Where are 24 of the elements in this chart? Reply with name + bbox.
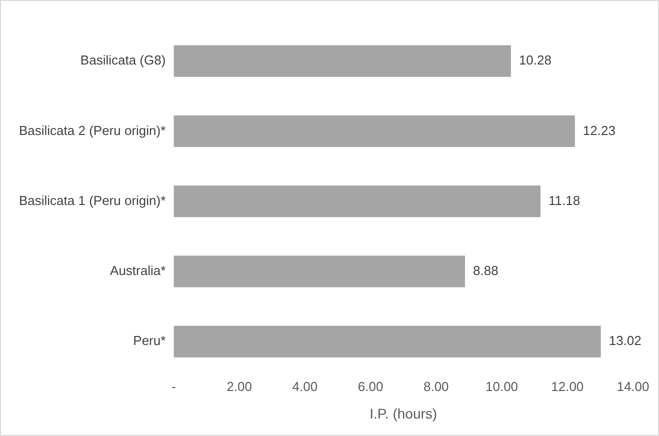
data-label: 13.02 (608, 333, 642, 348)
bar (174, 256, 466, 288)
y-tick-label: Basilicata 2 (Peru origin)* (18, 122, 166, 138)
x-tick-label: 2.00 (226, 378, 252, 394)
bar (174, 45, 511, 77)
data-label: 10.28 (518, 52, 552, 68)
bar (174, 186, 540, 218)
bar (174, 115, 575, 147)
y-tick-label: Basilicata (G8) (80, 52, 166, 68)
y-tick-label: Peru* (133, 333, 166, 348)
x-tick-label: 6.00 (358, 378, 384, 394)
x-tick-label: 10.00 (485, 378, 518, 394)
y-tick-label: Australia* (110, 263, 166, 278)
x-tick-label: - (172, 378, 176, 394)
x-axis-title: I.P. (hours) (370, 405, 438, 422)
x-tick-label: 8.00 (423, 378, 449, 394)
data-label: 11.18 (548, 192, 580, 208)
y-tick-label: Basilicata 1 (Peru origin)* (18, 192, 166, 208)
bar (174, 326, 601, 358)
x-tick-label: 12.00 (551, 378, 584, 394)
x-tick-label: 14.00 (616, 378, 650, 394)
x-tick-label: 4.00 (292, 378, 318, 394)
data-label: 8.88 (473, 263, 498, 278)
data-label: 12.23 (582, 122, 616, 138)
